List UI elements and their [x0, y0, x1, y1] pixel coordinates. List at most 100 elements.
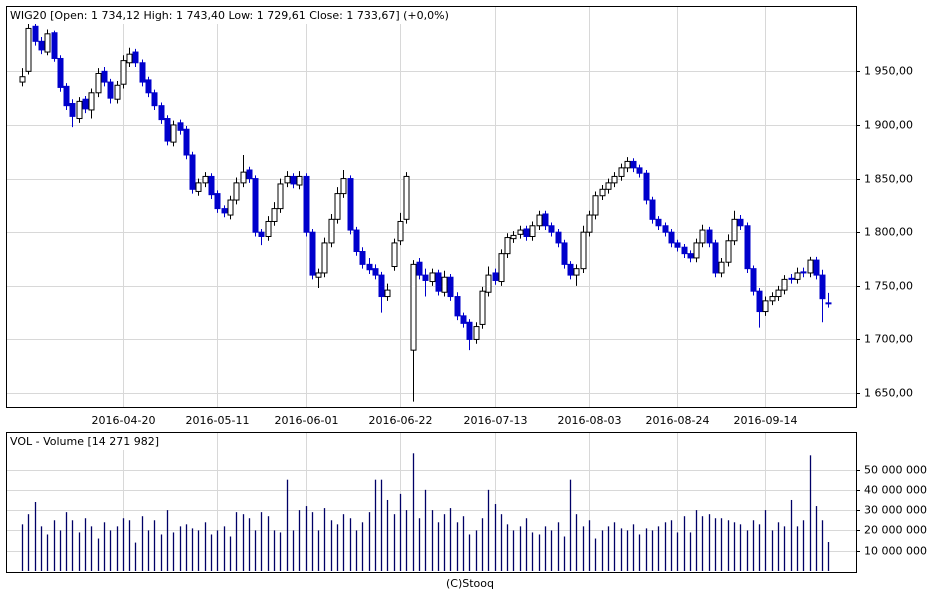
candle-body — [441, 276, 448, 293]
candle-body — [504, 237, 511, 255]
candle-body — [403, 175, 410, 220]
candle-body — [391, 242, 398, 268]
title-bg — [7, 7, 481, 24]
candle-body — [611, 175, 618, 184]
y-tick-label: 1 950,00 — [864, 65, 913, 78]
candle-body — [794, 272, 801, 280]
candle-body — [397, 220, 404, 242]
candle-body — [214, 193, 221, 210]
candle-body — [523, 228, 530, 237]
candle-body — [756, 290, 763, 313]
candle-body — [536, 214, 543, 227]
candle-body — [548, 225, 555, 233]
candle-body — [32, 25, 39, 42]
candle-body — [334, 193, 341, 220]
candle-body — [725, 240, 732, 263]
candle-body — [309, 231, 316, 276]
candle-body — [410, 263, 417, 351]
y-tick-label: 10 000 000 — [864, 545, 927, 558]
candle-body — [384, 289, 391, 298]
candle-body — [252, 178, 259, 233]
candle-body — [662, 225, 669, 233]
candle-body — [202, 175, 209, 184]
candle-body — [517, 229, 524, 235]
candle-body — [328, 218, 335, 244]
candle-body — [479, 290, 486, 325]
candle-body — [315, 272, 322, 278]
candle-body — [303, 175, 310, 233]
candle-body — [296, 175, 303, 186]
candle-body — [498, 253, 505, 283]
candle-body — [555, 231, 562, 244]
candle-body — [284, 175, 291, 184]
candle-body — [347, 178, 354, 231]
candle-body — [290, 175, 297, 185]
candle-body — [681, 246, 688, 255]
candle-body — [57, 57, 64, 88]
candle-body — [762, 300, 769, 313]
candle-body — [737, 218, 744, 227]
candle-body — [139, 62, 146, 83]
candle-body — [233, 182, 240, 201]
candle-body — [63, 85, 70, 107]
candle-body — [366, 263, 373, 271]
candle-body — [195, 182, 202, 192]
y-tick-label: 1 850,00 — [864, 173, 913, 186]
candle-body — [258, 231, 265, 237]
candle-body — [340, 178, 347, 195]
candle-body — [630, 160, 637, 169]
candle-body — [800, 271, 807, 274]
candle-body — [567, 263, 574, 276]
candle-body — [712, 242, 719, 274]
candle-body — [655, 218, 662, 227]
candle-body — [208, 175, 215, 196]
candle-body — [466, 321, 473, 340]
y-tick-label: 1 700,00 — [864, 333, 913, 346]
candle-body — [189, 154, 196, 190]
layer: 2016-04-20 2016-05-11 2016-06-01 2016-06-22… — [7, 7, 927, 571]
candle-body — [416, 261, 423, 276]
candle-body — [240, 171, 247, 184]
candle-body — [51, 32, 58, 59]
y-tick-label: 1 650,00 — [864, 387, 913, 400]
x-tick-label: 2016-08-24 — [646, 414, 710, 427]
x-tick-label: 2016-06-01 — [275, 414, 339, 427]
price-title: WIG20 [Open: 1 734,12 High: 1 743,40 Low… — [10, 9, 449, 22]
candle-body — [101, 70, 108, 83]
candle-body — [624, 160, 631, 169]
candle-body — [460, 315, 467, 324]
candle-body — [542, 213, 549, 227]
candle-body — [76, 100, 83, 120]
candle-body — [454, 296, 461, 317]
y-tick-label: 1 750,00 — [864, 280, 913, 293]
candle-body — [170, 124, 177, 143]
candle-body — [164, 118, 171, 142]
candle-body — [120, 60, 127, 85]
candle-body — [586, 214, 593, 233]
candle-body — [485, 274, 492, 293]
candle-body — [775, 289, 782, 298]
candle-body — [769, 296, 776, 302]
x-tick-label: 2016-09-14 — [734, 414, 798, 427]
candle-body — [813, 259, 820, 276]
x-tick-label: 2016-07-13 — [464, 414, 528, 427]
candle-body — [636, 167, 643, 174]
candle-body — [107, 81, 114, 99]
candle-body — [82, 98, 89, 110]
candle-body — [429, 272, 436, 283]
price-frame — [6, 6, 857, 408]
y-tick-label: 30 000 000 — [864, 504, 927, 517]
candle-body — [649, 199, 656, 220]
candle-body — [744, 225, 751, 270]
candle-body — [819, 274, 826, 300]
candle-body — [473, 326, 480, 340]
y-tick-label: 1 800,00 — [864, 226, 913, 239]
x-tick-label: 2016-08-03 — [558, 414, 622, 427]
candle-body — [246, 169, 253, 180]
candle-body — [177, 122, 184, 131]
candle-body — [353, 229, 360, 253]
candle-body — [605, 182, 612, 190]
candle-body — [271, 208, 278, 222]
candle-body — [674, 242, 681, 248]
